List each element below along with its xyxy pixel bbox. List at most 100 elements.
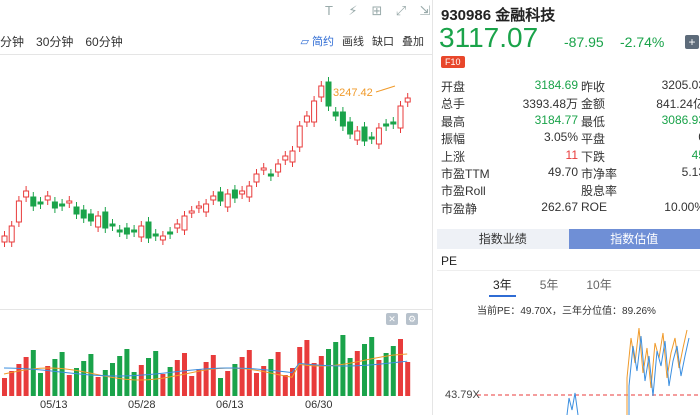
date-label: 05/28 [128, 399, 156, 411]
add-icon[interactable]: ⊞ [371, 3, 383, 18]
volume-bar [59, 352, 65, 396]
candle-body [73, 206, 80, 215]
candle-body [51, 201, 58, 209]
close-icon[interactable]: ✕ [386, 313, 398, 325]
chart-toolbar-icons: T ⚡ ⊞ ⤢ ⇲ [322, 4, 432, 20]
tab-index-performance[interactable]: 指数业绩 [437, 229, 569, 249]
candle-body [203, 203, 210, 213]
candle-body [95, 215, 102, 228]
gap-button[interactable]: 缺口 [372, 36, 394, 48]
pe-range-tabs: 3年 5年 10年 [489, 276, 612, 297]
volume-bar [268, 359, 274, 396]
index-code-name: 930986 金融科技 [441, 7, 556, 24]
f10-tag[interactable]: F10 [441, 56, 465, 68]
candle-body [354, 130, 361, 141]
volume-bar [23, 357, 29, 396]
range-5y[interactable]: 5年 [539, 278, 559, 292]
volume-bar [30, 350, 36, 396]
add-watchlist-button[interactable]: + [685, 35, 699, 49]
stat-label: 最高 [441, 114, 466, 129]
divider [0, 54, 432, 55]
stat-value: 3393.48万 [522, 97, 578, 112]
stat-label: 最低 [581, 114, 606, 129]
period-minute[interactable]: 分钟 [0, 35, 25, 49]
candle-body [210, 195, 217, 201]
pe-heading: PE [441, 254, 458, 268]
candle-body [296, 125, 303, 148]
range-10y[interactable]: 10年 [586, 278, 612, 292]
stat-label: 下跌 [581, 149, 606, 164]
text-tool-icon[interactable]: T [325, 3, 333, 18]
simple-mode-button[interactable]: ▱ 简约 [300, 36, 334, 48]
volume-bar [52, 359, 58, 396]
volume-bar [203, 362, 209, 396]
volume-chart[interactable] [0, 326, 432, 396]
volume-bar [45, 366, 51, 396]
lightning-icon[interactable]: ⚡ [348, 3, 358, 18]
candle-body [260, 167, 267, 171]
stat-label: 金额 [581, 97, 606, 112]
volume-bar [282, 375, 288, 396]
collapse-icon[interactable]: ⇲ [419, 3, 431, 18]
candle-body [87, 213, 94, 222]
stat-label: 平盘 [581, 132, 606, 147]
volume-bar [16, 364, 22, 396]
gear-icon[interactable]: ⚙ [406, 313, 418, 325]
candle-body [267, 173, 274, 177]
candlestick-chart[interactable]: 3247.42 [0, 56, 432, 308]
candle-body [59, 203, 66, 207]
date-label: 05/13 [40, 399, 68, 411]
candle-body [368, 136, 375, 140]
date-label: 06/13 [216, 399, 244, 411]
stat-label: 昨收 [581, 80, 606, 94]
volume-bar [81, 361, 87, 396]
candle-body [361, 126, 368, 142]
candle-body [375, 127, 382, 145]
candle-body [347, 121, 354, 135]
pe-line-blue [628, 335, 690, 415]
stat-label: 股息率 [581, 184, 618, 199]
candle-body [145, 221, 152, 239]
volume-bar [246, 350, 252, 396]
volume-bar [398, 339, 403, 396]
candle-body [404, 97, 411, 103]
stat-label: 市盈TTM [441, 166, 490, 181]
candle-body [253, 173, 260, 183]
pe-chart[interactable] [477, 318, 700, 415]
stat-value: 5.13 [681, 164, 700, 179]
stat-value: 3205.03 [661, 78, 700, 92]
volume-bar [333, 342, 339, 396]
volume-bar [66, 375, 72, 396]
volume-bar [9, 371, 15, 396]
pe-line-orange [626, 327, 688, 415]
volume-bar [189, 376, 195, 396]
draw-line-button[interactable]: 画线 [342, 36, 364, 48]
stat-value: 49.70 [547, 164, 578, 179]
volume-bar [311, 363, 317, 396]
candle-body [152, 233, 159, 237]
info-tabs: 指数业绩 指数估值 [437, 229, 700, 249]
fullscreen-icon[interactable]: ⤢ [395, 3, 407, 18]
volume-ma5-line [3, 353, 408, 381]
candle-body [325, 81, 332, 107]
stat-value: 3184.77 [534, 112, 578, 127]
date-axis: 05/13 05/28 06/13 06/30 [0, 399, 432, 413]
stat-label: 振幅 [441, 132, 466, 147]
period-60min[interactable]: 60分钟 [85, 35, 123, 49]
candle-body [66, 200, 73, 204]
volume-bar [167, 367, 173, 396]
volume-bar [225, 371, 231, 396]
overlay-button[interactable]: 叠加 [402, 36, 424, 48]
max-price-pointer [375, 85, 396, 93]
candle-body [303, 115, 310, 123]
candle-body [8, 225, 15, 243]
period-30min[interactable]: 30分钟 [36, 35, 74, 49]
range-3y[interactable]: 3年 [489, 278, 516, 297]
tab-index-valuation[interactable]: 指数估值 [568, 229, 700, 249]
candle-body [246, 185, 253, 198]
candle-body [332, 111, 339, 117]
candle-body [239, 190, 246, 195]
